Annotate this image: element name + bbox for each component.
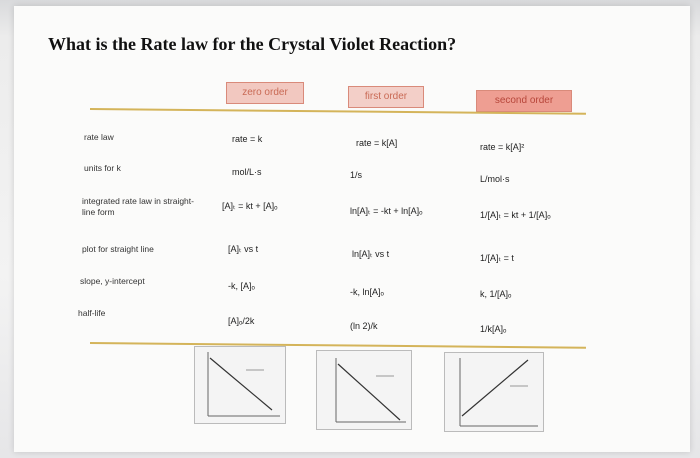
cell-first-slope: -k, ln[A]ₒ	[350, 287, 384, 297]
cell-second-slope: k, 1/[A]ₒ	[480, 289, 512, 299]
table-bottom-rule	[89, 342, 586, 349]
cell-zero-units: mol/L·s	[232, 167, 262, 177]
screen-bottom-edge	[0, 448, 700, 458]
row-label-units-k: units for k	[84, 163, 121, 173]
cell-zero-plot: [A]ₜ vs t	[228, 244, 259, 254]
cell-zero-integrated: [A]ₜ = kt + [A]ₒ	[222, 201, 278, 211]
header-second-order: second order	[476, 90, 572, 112]
row-label-rate-law: rate law	[84, 132, 114, 142]
cell-second-rate-law: rate = k[A]²	[480, 142, 525, 152]
cell-second-units: L/mol·s	[480, 174, 510, 184]
cell-zero-slope: -k, [A]ₒ	[228, 281, 255, 291]
second-order-plot-thumbnail	[444, 352, 544, 432]
cell-second-plot: 1/[A]ₜ = t	[480, 253, 514, 263]
document-sheet: What is the Rate law for the Crystal Vio…	[14, 6, 690, 452]
header-first-order: first order	[348, 86, 424, 108]
header-zero-order: zero order	[226, 82, 304, 104]
row-label-slope-intercept: slope, y-intercept	[80, 276, 145, 286]
cell-first-plot: ln[A]ₜ vs t	[352, 249, 390, 259]
cell-zero-half-life: [A]ₒ/2k	[228, 316, 255, 326]
cell-second-integrated: 1/[A]ₜ = kt + 1/[A]ₒ	[480, 210, 551, 220]
zero-order-plot-thumbnail	[194, 346, 286, 424]
page-title: What is the Rate law for the Crystal Vio…	[48, 34, 457, 54]
first-order-plot-thumbnail	[316, 350, 412, 430]
row-label-plot: plot for straight line	[82, 244, 154, 254]
cell-first-half-life: (ln 2)/k	[350, 321, 378, 331]
cell-second-half-life: 1/k[A]ₒ	[480, 324, 507, 334]
cell-first-units: 1/s	[350, 170, 363, 180]
cell-first-integrated: ln[A]ₜ = -kt + ln[A]ₒ	[350, 206, 423, 216]
row-label-half-life: half-life	[78, 308, 106, 318]
cell-first-rate-law: rate = k[A]	[356, 138, 398, 148]
cell-zero-rate-law: rate = k	[232, 134, 263, 144]
row-label-integrated-rate-law: integrated rate law in straight-line for…	[82, 196, 194, 217]
